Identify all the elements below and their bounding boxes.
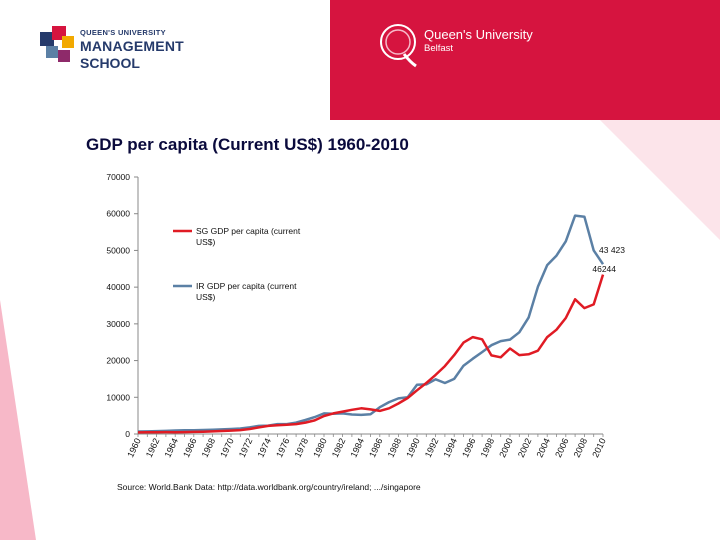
x-tick-label: 1996 [460, 437, 478, 459]
right-pink-wedge [600, 120, 720, 240]
sg-end-data-label: 43 423 [599, 245, 625, 255]
x-tick-label: 1988 [386, 437, 404, 459]
y-tick-label: 30000 [106, 319, 130, 329]
x-tick-label: 1976 [274, 437, 292, 459]
qub-banner: Queen's University Belfast [330, 0, 720, 120]
qums-crest-icon [40, 26, 74, 62]
y-tick-label: 20000 [106, 356, 130, 366]
x-tick-label: 1962 [144, 437, 162, 459]
qub-logo-city: Belfast [424, 43, 454, 54]
x-tick-label: 2004 [534, 437, 552, 459]
x-tick-label: 1960 [125, 437, 143, 459]
x-tick-label: 1992 [423, 437, 441, 459]
x-tick-label: 1970 [218, 437, 236, 459]
x-tick-label: 1998 [479, 437, 497, 459]
x-tick-label: 1974 [255, 437, 273, 459]
x-tick-label: 2010 [590, 437, 608, 459]
y-tick-label: 10000 [106, 392, 130, 402]
x-tick-label: 1964 [162, 437, 180, 459]
x-tick-label: 1982 [330, 437, 348, 459]
x-tick-label: 1984 [348, 437, 366, 459]
decorative-pink-shapes [0, 120, 720, 540]
x-tick-label: 2000 [497, 437, 515, 459]
qums-logo-line1: QUEEN'S UNIVERSITY [80, 28, 166, 37]
slide-title: GDP per capita (Current US$) 1960-2010 [86, 135, 409, 154]
qums-logo: QUEEN'S UNIVERSITY MANAGEMENT SCHOOL [38, 22, 208, 82]
x-tick-label: 1994 [441, 437, 459, 459]
qums-logo-line3: SCHOOL [80, 55, 140, 71]
y-tick-label: 50000 [106, 245, 130, 255]
left-pink-wedge [0, 300, 36, 540]
y-tick-label: 70000 [106, 172, 130, 182]
x-tick-label: 1980 [311, 437, 329, 459]
legend-sg-label-line2: US$) [196, 237, 216, 247]
ir-end-data-label: 46244 [592, 264, 616, 274]
x-tick-label: 2006 [553, 437, 571, 459]
x-tick-label: 2002 [516, 437, 534, 459]
x-tick-label: 1972 [237, 437, 255, 459]
y-tick-label: 40000 [106, 282, 130, 292]
x-tick-label: 2008 [572, 437, 590, 459]
x-tick-label: 1966 [181, 437, 199, 459]
sg-gdp-series-line [137, 274, 605, 434]
source-note: Source: World.Bank Data: http://data.wor… [117, 482, 421, 492]
x-tick-label: 1968 [200, 437, 218, 459]
x-tick-label: 1990 [404, 437, 422, 459]
legend-ir-label-line2: US$) [196, 292, 216, 302]
y-tick-label: 0 [125, 429, 130, 439]
x-tick-label: 1986 [367, 437, 385, 459]
y-tick-label: 60000 [106, 209, 130, 219]
legend-sg-label-line1: SG GDP per capita (current [196, 226, 301, 236]
x-tick-label: 1978 [293, 437, 311, 459]
qums-logo-line2: MANAGEMENT [80, 38, 184, 54]
legend-ir-label-line1: IR GDP per capita (current [196, 281, 297, 291]
ir-gdp-series-line [137, 214, 605, 433]
qub-logo-name: Queen's University [424, 27, 533, 42]
qub-crest-icon [380, 24, 417, 68]
